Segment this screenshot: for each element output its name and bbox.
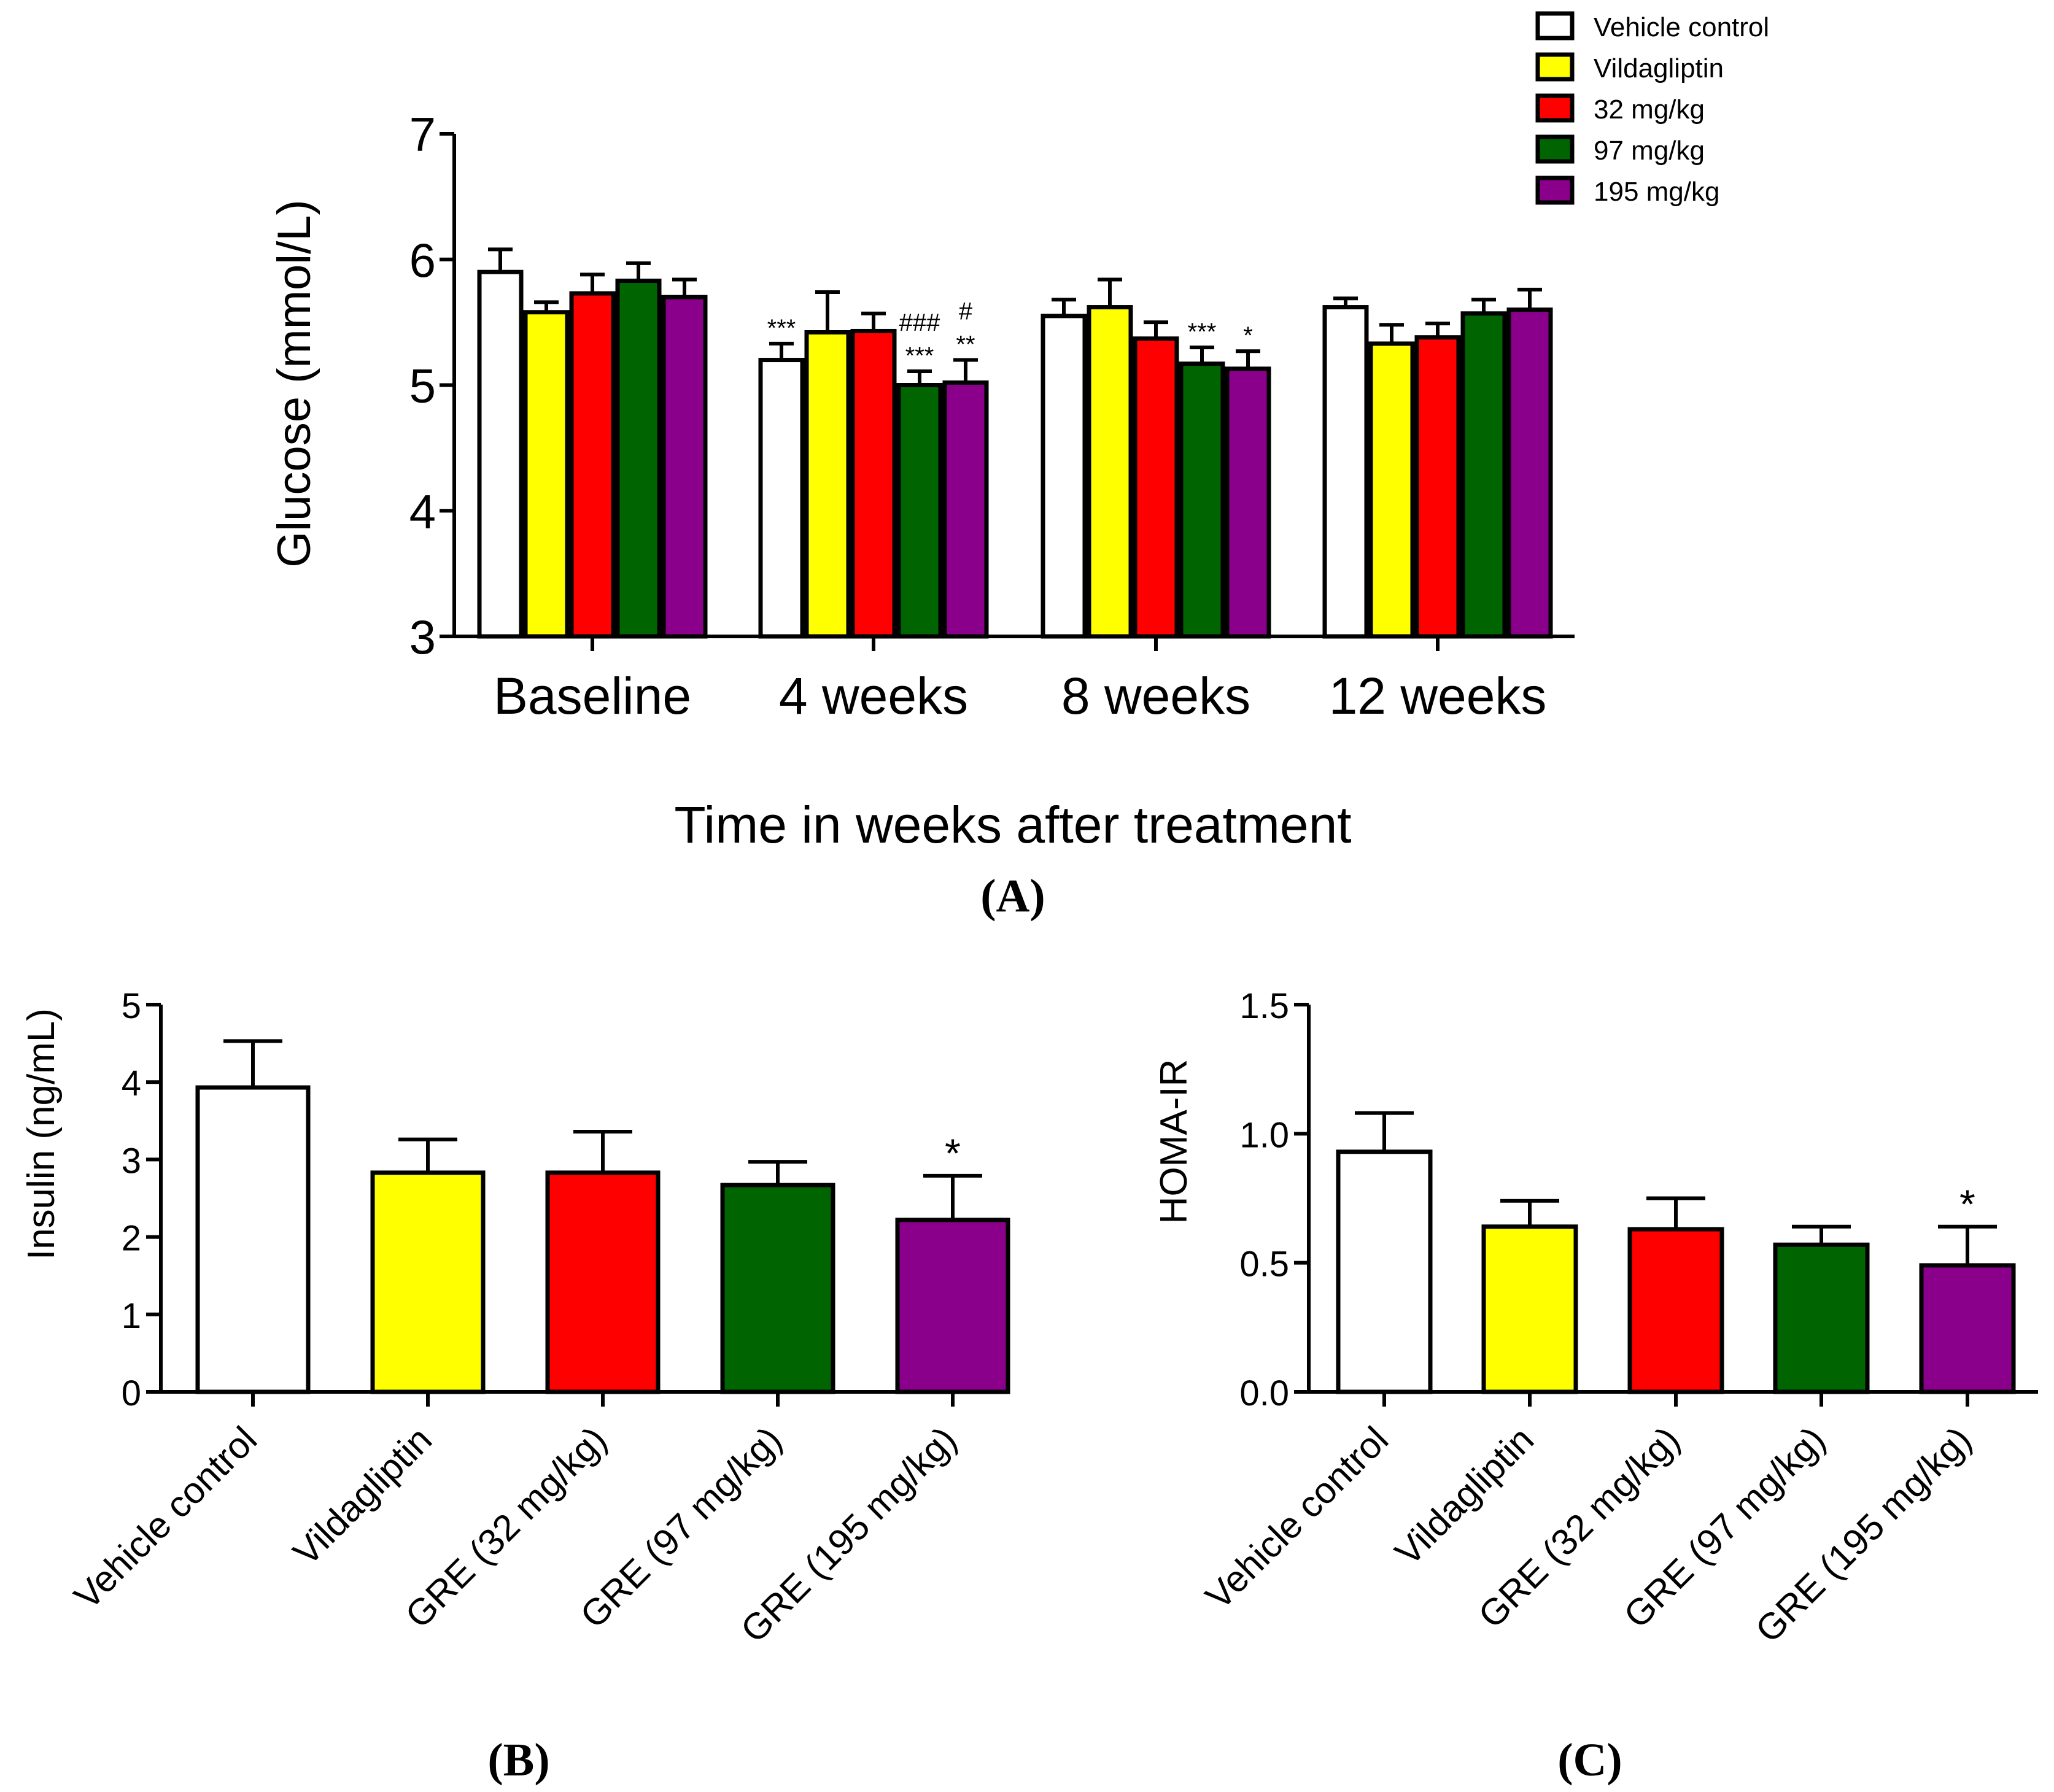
insulin-y-axis-label: Insulin (ng/mL): [20, 1008, 63, 1260]
glucose-bar: [1087, 305, 1133, 639]
insulin-bar: [370, 1170, 486, 1394]
glucose-x-tick-label: 12 weeks: [1329, 667, 1547, 725]
glucose-significance-mark: ###: [899, 309, 940, 336]
homa-ir-bar: [1773, 1242, 1870, 1394]
insulin-y-tick-label: 0: [122, 1373, 141, 1413]
insulin-bar: [195, 1085, 311, 1394]
homa-ir-y-tick-label: 1.5: [1239, 986, 1289, 1026]
homa-ir-bar: [1336, 1149, 1433, 1394]
glucose-bar: [942, 380, 989, 639]
legend-entry: Vildagliptin: [1594, 53, 1724, 83]
homa-ir-bar: [1919, 1263, 2016, 1394]
glucose-bar: [477, 269, 524, 639]
glucose-legend: Vehicle control Vildagliptin 32 mg/kg 97 mg…: [1535, 11, 1769, 207]
glucose-bar: [569, 291, 616, 639]
glucose-bar: [758, 358, 805, 639]
glucose-x-tick-label: Baseline: [494, 667, 691, 725]
glucose-x-tick-label: 8 weeks: [1061, 667, 1250, 725]
homa-ir-chart: HOMA-IR (C) 0.0 0.5 1.0 1.5 Vehicle controlV…: [1153, 986, 2038, 1786]
glucose-bar: [523, 310, 570, 639]
glucose-y-axis-label: Glucose (mmol/L): [268, 199, 320, 568]
glucose-bar: [1414, 335, 1461, 639]
glucose-significance-mark: ***: [905, 342, 934, 369]
insulin-bar: [895, 1218, 1010, 1394]
glucose-bar: [1041, 314, 1087, 639]
homa-ir-bar: [1481, 1224, 1578, 1394]
legend-swatch: [1535, 176, 1575, 205]
legend-entry: 97 mg/kg: [1594, 136, 1705, 166]
insulin-significance-mark: *: [945, 1130, 961, 1176]
glucose-bar: [661, 295, 708, 639]
legend-swatch: [1535, 93, 1575, 123]
glucose-significance-mark: *: [1243, 322, 1253, 349]
homa-ir-x-tick-label: Vildagliptin: [1387, 1419, 1541, 1574]
glucose-y-tick-label: 6: [409, 233, 436, 287]
homa-ir-y-tick-label: 1.0: [1239, 1115, 1289, 1155]
legend-swatch: [1535, 134, 1575, 164]
homa-ir-x-tick-label: Vehicle control: [1198, 1419, 1396, 1617]
glucose-x-axis-label: Time in weeks after treatment: [674, 796, 1351, 854]
glucose-significance-mark: ***: [1188, 319, 1217, 346]
insulin-y-tick-label: 1: [122, 1296, 141, 1336]
glucose-bar: [1179, 361, 1225, 639]
homa-ir-significance-mark: *: [1959, 1181, 1975, 1227]
insulin-y-tick-label: 4: [122, 1064, 141, 1103]
insulin-y-tick-label: 3: [122, 1141, 141, 1181]
panel-label-a: (A): [980, 870, 1045, 922]
insulin-x-tick-label: Vildagliptin: [285, 1419, 440, 1574]
glucose-bar: [1506, 307, 1553, 639]
glucose-bar: [804, 330, 851, 639]
glucose-chart: Glucose (mmol/L) Time in weeks after tre…: [268, 11, 1769, 922]
panel-label-c: (C): [1557, 1734, 1622, 1786]
homa-ir-y-tick-label: 0.5: [1239, 1245, 1289, 1284]
glucose-significance-mark: ***: [767, 315, 796, 342]
panel-label-b: (B): [487, 1734, 549, 1786]
insulin-y-tick-label: 5: [122, 986, 141, 1026]
legend-swatch: [1535, 11, 1575, 41]
insulin-bar: [545, 1170, 661, 1394]
homa-ir-y-tick-label: 0.0: [1239, 1373, 1289, 1413]
homa-ir-bar: [1627, 1227, 1724, 1394]
glucose-y-tick-label: 7: [409, 107, 436, 161]
insulin-chart: Insulin (ng/mL) (B) 0 1 2 3 4 5 Vehicle contro…: [20, 986, 1010, 1786]
glucose-bar: [1322, 305, 1369, 639]
legend-swatch: [1535, 52, 1575, 82]
glucose-y-tick-label: 4: [409, 484, 436, 538]
glucose-significance-mark: #: [959, 298, 973, 325]
glucose-y-tick-label: 5: [409, 359, 436, 413]
legend-entry: 32 mg/kg: [1594, 95, 1705, 125]
glucose-bar: [1225, 366, 1271, 639]
glucose-bar: [896, 383, 943, 639]
glucose-significance-mark: **: [956, 331, 975, 358]
glucose-bar: [1133, 336, 1179, 639]
legend-entry: Vehicle control: [1594, 12, 1769, 42]
glucose-bar: [615, 279, 662, 639]
legend-entry: 195 mg/kg: [1594, 177, 1719, 207]
glucose-y-tick-label: 3: [409, 610, 436, 664]
insulin-bar: [720, 1183, 835, 1394]
glucose-bar: [1368, 341, 1415, 639]
homa-ir-y-axis-label: HOMA-IR: [1153, 1059, 1195, 1224]
glucose-bar: [850, 328, 897, 639]
insulin-x-tick-label: Vehicle control: [66, 1419, 265, 1617]
insulin-y-tick-label: 2: [122, 1219, 141, 1259]
glucose-x-tick-label: 4 weeks: [779, 667, 968, 725]
glucose-bar: [1460, 311, 1507, 639]
